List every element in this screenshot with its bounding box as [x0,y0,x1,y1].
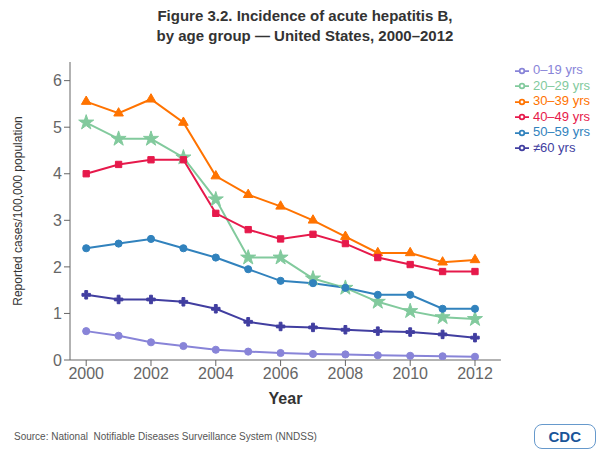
html-text:by age group — United States,: by age group — United States, 2000–2012 [156,27,454,44]
svg-text:6: 6 [53,72,62,89]
svg-text:2000: 2000 [68,365,104,382]
svg-text:Year: Year [269,390,303,407]
html-text:CDC: CDC [548,427,581,445]
html-text:Figure 3.2. Incidence of acute: Figure 3.2. Incidence of acute hepatitis… [157,7,453,24]
html-text:50–59 yrs: 50–59 yrs [532,124,590,140]
svg-text:Reported cases/100,000 populat: Reported cases/100,000 population [11,116,25,305]
html-text:0–19 yrs: 0–19 yrs [532,62,583,77]
svg-text:2002: 2002 [133,365,169,382]
html-text:≠60 yrs: ≠60 yrs [532,139,576,155]
html-text:30–39 yrs: 30–39 yrs [532,93,590,109]
html-text:40–49 yrs: 40–49 yrs [532,108,590,124]
svg-text:4: 4 [53,165,62,182]
svg-text:1: 1 [53,305,62,322]
svg-text:2010: 2010 [392,365,428,382]
svg-text:2012: 2012 [457,365,493,382]
svg-text:2006: 2006 [263,365,299,382]
svg-text:3: 3 [53,212,62,229]
html-text:20–29 yrs: 20–29 yrs [532,77,590,93]
svg-text:2: 2 [53,259,62,276]
svg-text:0: 0 [53,352,62,369]
svg-text:2008: 2008 [328,365,364,382]
svg-text:2004: 2004 [198,365,234,382]
svg-text:5: 5 [53,119,62,136]
html-text:Source: National Notifiable Di: Source: National Notifiable Diseases Sur… [14,430,317,442]
